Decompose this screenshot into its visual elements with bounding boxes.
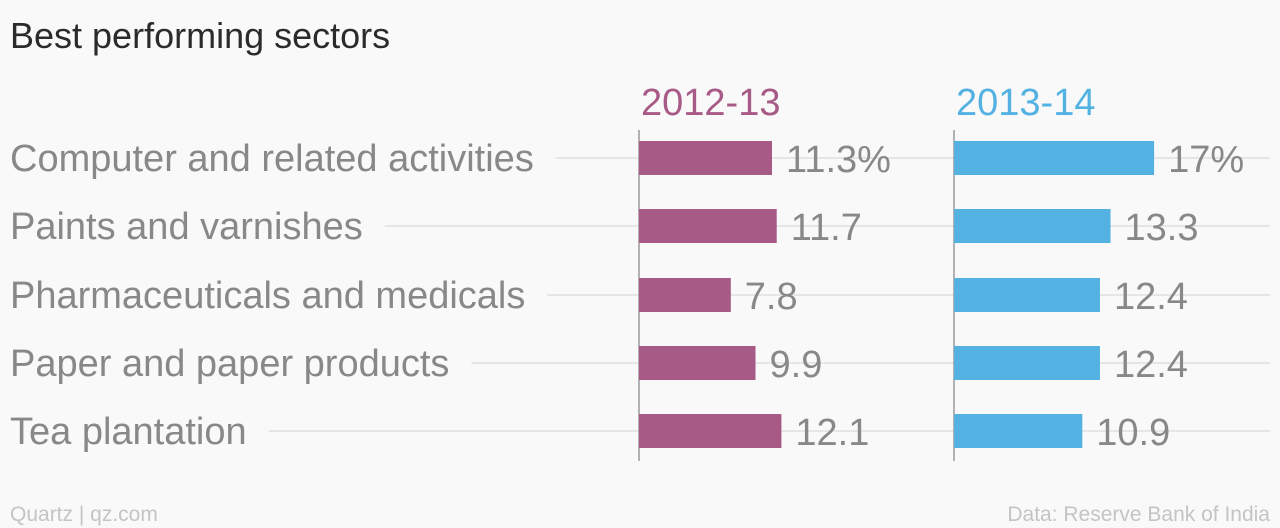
bar: [954, 141, 1155, 175]
category-label: Pharmaceuticals and medicals: [10, 275, 525, 317]
value-label: 7.8: [745, 276, 798, 318]
bar: [639, 346, 756, 380]
series-headers: 2012-13 2013-14: [641, 82, 1095, 124]
bars: [639, 141, 1155, 448]
category-label: Tea plantation: [10, 411, 247, 453]
value-labels: 11.3% 11.7 7.8 9.9 12.1 17% 13.3 12.4 12.4 10.9: [745, 139, 1244, 454]
value-label: 10.9: [1096, 412, 1170, 454]
value-label: 11.3%: [786, 139, 891, 181]
bar: [954, 414, 1083, 448]
series-header: 2013-14: [956, 82, 1095, 124]
chart-title: Best performing sectors: [10, 15, 390, 56]
category-labels: Computer and related activities Paints an…: [10, 138, 534, 453]
category-label: Paints and varnishes: [10, 206, 363, 248]
bar: [954, 278, 1100, 312]
value-label: 9.9: [770, 344, 823, 386]
bar: [639, 278, 731, 312]
bar: [639, 209, 777, 243]
value-label: 12.4: [1114, 276, 1188, 318]
value-label: 12.4: [1114, 344, 1188, 386]
category-label: Computer and related activities: [10, 138, 534, 180]
bar: [954, 209, 1111, 243]
bar: [954, 346, 1100, 380]
bar: [639, 141, 773, 175]
series-header: 2012-13: [641, 82, 780, 124]
category-label: Paper and paper products: [10, 343, 449, 385]
value-label: 13.3: [1125, 207, 1199, 249]
bar: [639, 414, 782, 448]
value-label: 17%: [1168, 139, 1244, 181]
footer-source-left: Quartz | qz.com: [10, 503, 158, 526]
footer-source-right: Data: Reserve Bank of India: [1007, 503, 1270, 526]
value-label: 12.1: [795, 412, 869, 454]
value-label: 11.7: [791, 207, 862, 249]
